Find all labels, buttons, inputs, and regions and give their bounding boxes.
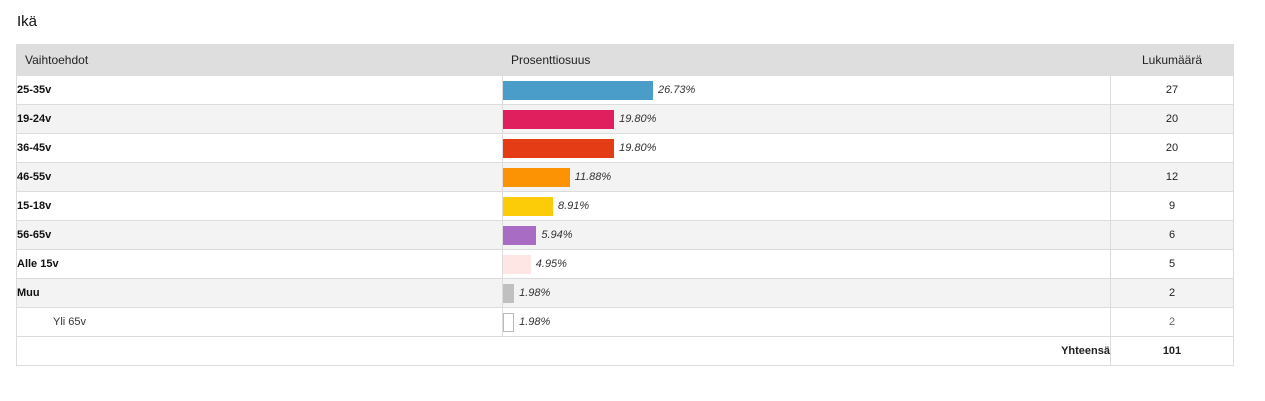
table-row: 19-24v 19.80% 20 — [16, 104, 1234, 134]
percentage-bar — [503, 167, 570, 187]
percentage-text: 5.94% — [541, 229, 573, 241]
table-row: 36-45v 19.80% 20 — [16, 133, 1234, 163]
option-label: 25-35v — [16, 75, 503, 105]
percentage-bar — [503, 196, 553, 216]
results-table: Vaihtoehdot Prosenttiosuus Lukumäärä 25-… — [16, 44, 1234, 366]
percentage-text: 19.80% — [619, 113, 657, 125]
option-label: Yli 65v — [16, 307, 503, 337]
percentage-cell: 26.73% — [502, 75, 1111, 105]
percentage-cell: 19.80% — [502, 133, 1111, 163]
header-options: Vaihtoehdot — [16, 44, 503, 76]
percentage-bar — [503, 109, 615, 129]
question-title: Ikä — [17, 13, 38, 30]
option-label: Muu — [16, 278, 503, 308]
table-row: Muu 1.98% 2 — [16, 278, 1234, 308]
percentage-bar — [503, 225, 537, 245]
option-label: 19-24v — [16, 104, 503, 134]
option-count: 2 — [1110, 278, 1234, 308]
percentage-text: 11.88% — [574, 171, 612, 183]
table-header-row: Vaihtoehdot Prosenttiosuus Lukumäärä — [16, 44, 1234, 76]
option-label: 46-55v — [16, 162, 503, 192]
table-row: 15-18v 8.91% 9 — [16, 191, 1234, 221]
percentage-cell: 11.88% — [502, 162, 1111, 192]
percentage-text: 4.95% — [535, 258, 567, 270]
percentage-text: 19.80% — [619, 142, 657, 154]
option-label: 56-65v — [16, 220, 503, 250]
total-row: Yhteensä 101 — [16, 336, 1234, 366]
option-count: 5 — [1110, 249, 1234, 279]
results-body: 25-35v 26.73% 27 19-24v 19.80% 20 36-45v 19.80%… — [16, 75, 1234, 337]
percentage-cell: 4.95% — [502, 249, 1111, 279]
percentage-cell: 5.94% — [502, 220, 1111, 250]
option-count: 27 — [1110, 75, 1234, 105]
table-row: 56-65v 5.94% 6 — [16, 220, 1234, 250]
percentage-bar — [503, 254, 531, 274]
header-percentage: Prosenttiosuus — [502, 44, 1111, 76]
total-count: 101 — [1110, 336, 1234, 366]
table-row: Yli 65v 1.98% 2 — [16, 307, 1234, 337]
percentage-cell: 19.80% — [502, 104, 1111, 134]
option-label: 15-18v — [16, 191, 503, 221]
option-label: Alle 15v — [16, 249, 503, 279]
total-label: Yhteensä — [16, 336, 1111, 366]
option-count: 12 — [1110, 162, 1234, 192]
option-count: 20 — [1110, 104, 1234, 134]
percentage-text: 1.98% — [519, 287, 551, 299]
percentage-bar — [503, 283, 515, 303]
percentage-bar — [503, 138, 615, 158]
percentage-text: 26.73% — [658, 84, 696, 96]
percentage-text: 1.98% — [519, 316, 551, 328]
percentage-cell: 1.98% — [502, 307, 1111, 337]
table-row: Alle 15v 4.95% 5 — [16, 249, 1234, 279]
option-count: 2 — [1110, 307, 1234, 337]
percentage-cell: 8.91% — [502, 191, 1111, 221]
percentage-bar — [503, 80, 653, 100]
percentage-cell: 1.98% — [502, 278, 1111, 308]
option-label: 36-45v — [16, 133, 503, 163]
table-row: 25-35v 26.73% 27 — [16, 75, 1234, 105]
option-count: 6 — [1110, 220, 1234, 250]
percentage-text: 8.91% — [558, 200, 590, 212]
header-count: Lukumäärä — [1110, 44, 1234, 76]
percentage-bar — [503, 312, 515, 332]
option-count: 20 — [1110, 133, 1234, 163]
table-row: 46-55v 11.88% 12 — [16, 162, 1234, 192]
option-count: 9 — [1110, 191, 1234, 221]
